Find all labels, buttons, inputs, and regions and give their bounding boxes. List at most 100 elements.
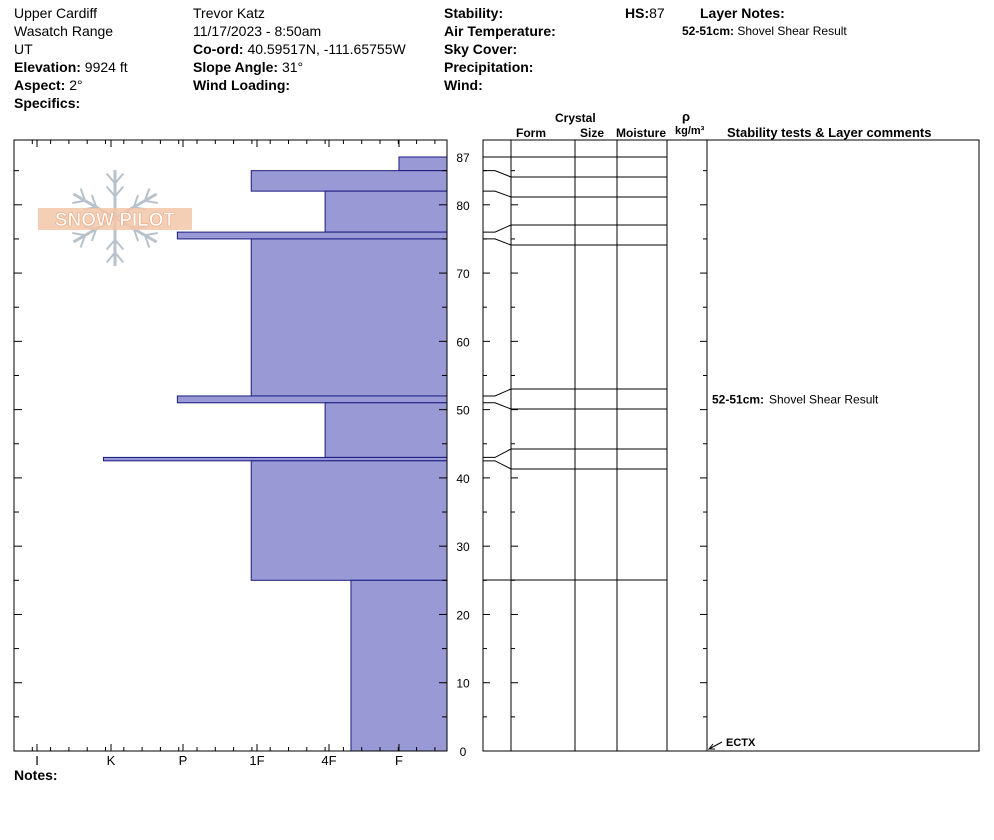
hardness-bar-5 bbox=[176, 395, 448, 404]
depth-label-20: 20 bbox=[456, 608, 470, 622]
snowflake-branch bbox=[72, 232, 86, 237]
snowflake-branch bbox=[79, 234, 87, 248]
depth-label-10: 10 bbox=[456, 677, 470, 691]
specifics-row: Specifics: bbox=[14, 94, 128, 112]
snowflake-branch bbox=[144, 232, 158, 237]
notes-row: Notes: bbox=[14, 766, 58, 784]
aspect-row: Aspect: 2° bbox=[14, 76, 128, 94]
snowflake-branch bbox=[143, 188, 151, 202]
layer-connector-2 bbox=[483, 190, 512, 198]
hs-row: HS:87 bbox=[625, 4, 665, 22]
hardness-ticks: I K P 1F 4F F bbox=[13, 140, 436, 768]
wind-label: Wind: bbox=[444, 77, 483, 93]
snowflake-branch bbox=[132, 228, 140, 242]
depth-label-30: 30 bbox=[456, 540, 470, 554]
snowflake-branch bbox=[132, 194, 140, 208]
wind-loading-label: Wind Loading: bbox=[193, 77, 291, 93]
snowflake-branch bbox=[114, 238, 125, 251]
snowflake-branch bbox=[143, 234, 151, 248]
depth-label-87: 87 bbox=[456, 151, 470, 165]
range-name: Wasatch Range bbox=[14, 23, 114, 39]
hardness-tick-label-2: P bbox=[179, 753, 188, 768]
depth-label-0: 0 bbox=[460, 745, 467, 759]
rho-header: ρ bbox=[682, 109, 690, 124]
layer-connector-1 bbox=[483, 170, 512, 178]
depth-axis: 87 80 70 60 50 40 30 20 10 0 bbox=[14, 151, 470, 759]
snowflake-branch bbox=[90, 194, 98, 208]
coord-label: Co-ord: bbox=[193, 41, 244, 57]
annotation-label-0: Shovel Shear Result bbox=[769, 392, 879, 406]
layer-connector-6 bbox=[483, 402, 512, 410]
specifics-label: Specifics: bbox=[14, 95, 81, 111]
snowflake-branch bbox=[114, 185, 125, 198]
snowpilot-logo: SNOW PILOT bbox=[38, 170, 192, 266]
layer-connector-8 bbox=[483, 460, 512, 470]
depth-label-40: 40 bbox=[456, 472, 470, 486]
logo-banner bbox=[38, 208, 192, 230]
test-arrowhead-0 bbox=[707, 743, 715, 750]
snowflake-branch bbox=[105, 185, 116, 198]
slope-label: Slope Angle: bbox=[193, 59, 279, 75]
hardness-bar-3 bbox=[176, 231, 448, 240]
snowflake-branch bbox=[105, 251, 116, 264]
form-header: Form bbox=[516, 126, 546, 140]
layer-table: 52-51cm: Shovel Shear Result ECTX bbox=[482, 139, 980, 752]
snowflake-branch bbox=[114, 251, 125, 264]
layer-note-row: 52-51cm: Shovel Shear Result bbox=[682, 22, 847, 40]
observer-name: Trevor Katz bbox=[193, 5, 265, 21]
precip-label: Precipitation: bbox=[444, 59, 534, 75]
layer-notes-header: Layer Notes: bbox=[700, 4, 785, 22]
slope-value: 31° bbox=[281, 59, 304, 75]
location-name: Upper Cardiff bbox=[14, 5, 98, 21]
layer-connector-3 bbox=[483, 224, 512, 233]
hardness-bar-8 bbox=[250, 460, 448, 581]
density-unit-header: kg/m³ bbox=[675, 125, 705, 137]
elevation-row: Elevation: 9924 ft bbox=[14, 58, 128, 76]
stability-label: Stability: bbox=[444, 5, 504, 21]
depth-label-80: 80 bbox=[456, 199, 470, 213]
hardness-bar-4 bbox=[250, 238, 448, 397]
annotation-depth-0: 52-51cm: bbox=[712, 392, 764, 406]
size-header: Size bbox=[580, 126, 604, 140]
elevation-label: Elevation: bbox=[14, 59, 81, 75]
layer-note-text: Shovel Shear Result bbox=[737, 24, 847, 38]
slope-row: Slope Angle: 31° bbox=[193, 58, 406, 76]
observation-datetime: 11/17/2023 - 8:50am bbox=[193, 23, 322, 39]
elevation-value: 9924 ft bbox=[84, 59, 128, 75]
comments-header: Stability tests & Layer comments bbox=[727, 125, 931, 140]
moisture-header: Moisture bbox=[616, 126, 666, 140]
hardness-bars bbox=[102, 156, 448, 752]
layer-connector-4 bbox=[483, 238, 512, 246]
snowflake-branch bbox=[114, 172, 125, 185]
layer-connector-7 bbox=[483, 448, 512, 458]
layer-table-frame bbox=[482, 139, 980, 752]
snowflake-branch bbox=[144, 199, 158, 204]
snowflake-branch bbox=[72, 199, 86, 204]
hardness-bar-0 bbox=[398, 156, 448, 172]
hardness-bar-2 bbox=[324, 190, 448, 233]
snowflake-branch bbox=[105, 172, 116, 185]
layer-note-depth: 52-51cm: bbox=[682, 24, 735, 38]
hardness-bar-6 bbox=[324, 402, 448, 458]
hs-label: HS: bbox=[625, 5, 650, 21]
layer-notes-label: Layer Notes: bbox=[700, 5, 785, 21]
test-label-0: ECTX bbox=[726, 737, 756, 749]
crystal-header: Crystal bbox=[555, 111, 596, 125]
hardness-tick-label-4: 4F bbox=[321, 753, 336, 768]
hs-value: 87 bbox=[649, 5, 665, 21]
conditions-info: Stability: Air Temperature: Sky Cover: P… bbox=[444, 4, 556, 94]
hardness-tick-label-0: I bbox=[35, 753, 39, 768]
location-info: Upper Cardiff Wasatch Range UT Elevation… bbox=[14, 4, 128, 112]
coord-row: Co-ord: 40.59517N, -111.65755W bbox=[193, 40, 406, 58]
notes-label: Notes: bbox=[14, 767, 58, 783]
observer-info: Trevor Katz 11/17/2023 - 8:50am Co-ord: … bbox=[193, 4, 406, 94]
snowflake-branch bbox=[90, 228, 98, 242]
hardness-bar-1 bbox=[250, 170, 448, 192]
snowflake-branch bbox=[105, 238, 116, 251]
logo-text: SNOW PILOT bbox=[55, 210, 176, 231]
aspect-value: 2° bbox=[69, 77, 83, 93]
air-temp-label: Air Temperature: bbox=[444, 23, 556, 39]
wind-loading-row: Wind Loading: bbox=[193, 76, 406, 94]
hardness-tick-label-3: 1F bbox=[249, 753, 264, 768]
